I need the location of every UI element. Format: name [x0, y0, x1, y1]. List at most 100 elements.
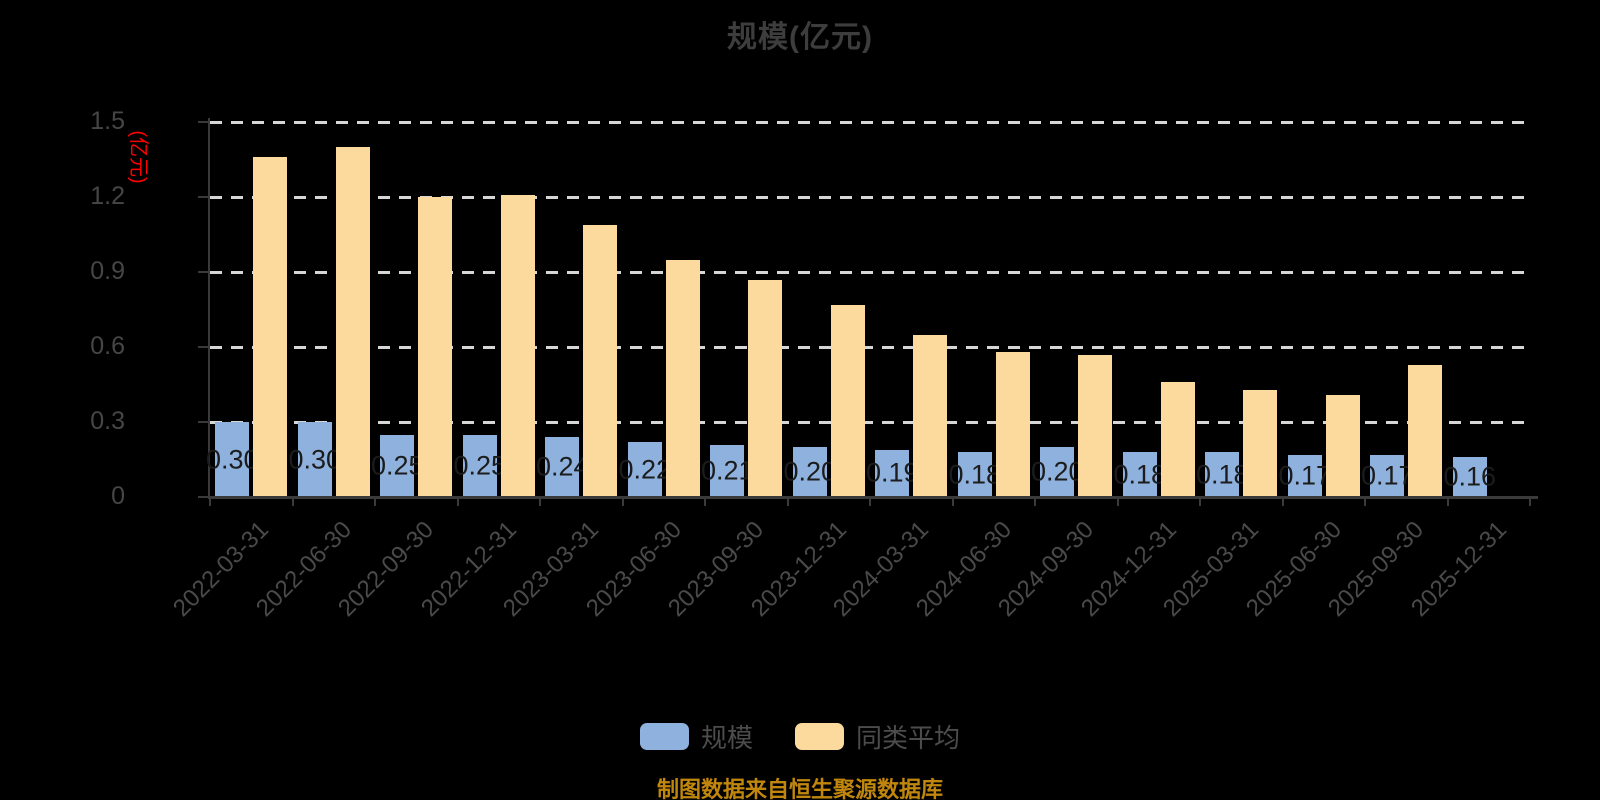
y-tick-mark [198, 496, 210, 498]
scale-bar-value-label: 0.25 [370, 450, 424, 481]
scale-bar: 0.18 [1113, 452, 1166, 497]
peer-average-bar [1325, 394, 1360, 497]
scale-bar: 0.20 [1031, 447, 1084, 497]
scale-bar: 0.25 [453, 434, 506, 497]
gridline-0.6 [210, 346, 1530, 349]
scale-bar: 0.18 [948, 452, 1001, 497]
plot-area: 0 0.3 0.6 0.9 1.2 1.5 0.30 0.30 0.25 0.25 0.24 0.2… [90, 109, 1538, 622]
x-tick-mark [1281, 497, 1284, 506]
scale-bar: 0.17 [1278, 454, 1331, 497]
scale-bar-value-label: 0.25 [453, 450, 507, 481]
peer-average-bar [418, 197, 453, 497]
x-tick-mark [1034, 497, 1036, 506]
bars-layer: 0.30 0.30 0.25 0.25 0.24 0.22 0.21 0.20 0.19 0.18… [206, 122, 1530, 497]
y-tick-mark [198, 346, 210, 348]
legend-item-规模[interactable]: 规模 [639, 718, 753, 755]
scale-bar: 0.21 [701, 444, 754, 497]
scale-bar-value-label: 0.20 [1030, 456, 1084, 487]
legend-label: 规模 [700, 723, 753, 753]
gridline-1.5 [210, 121, 1530, 124]
peer-average-bar [913, 334, 948, 497]
y-tick-label: 0.3 [90, 407, 125, 435]
x-tick-mark [209, 497, 211, 506]
category-2024-03-31: 0.19 [866, 122, 953, 497]
peer-average-bar [830, 304, 865, 497]
gridline-1.2 [210, 196, 1530, 199]
scale-bar-value-label: 0.18 [1195, 459, 1249, 489]
peer-average-bar [335, 147, 370, 497]
peer-average-bar [1243, 389, 1278, 497]
x-tick-mark [621, 497, 624, 506]
scale-bar-value-label: 0.22 [618, 454, 672, 484]
scale-bar: 0.17 [1361, 454, 1414, 497]
peer-average-bar [748, 279, 783, 497]
category-2025-09-30: 0.17 [1361, 122, 1448, 497]
x-tick-mark [951, 497, 954, 506]
category-2023-03-31: 0.24 [536, 122, 623, 497]
y-axis-line [208, 118, 210, 499]
scale-bar: 0.16 [1443, 457, 1496, 497]
peer-average-bar [1078, 354, 1113, 497]
y-tick-mark [198, 121, 210, 123]
y-tick-label: 1.5 [90, 107, 125, 135]
scale-bar-value-label: 0.24 [535, 451, 589, 482]
scale-bar-value-label: 0.30 [205, 444, 259, 474]
category-2025-06-30: 0.17 [1278, 122, 1366, 497]
gridline-0.9 [210, 271, 1530, 274]
y-tick-mark [198, 196, 210, 198]
category-2023-09-30: 0.21 [701, 122, 788, 497]
category-2024-09-30: 0.20 [1031, 122, 1118, 497]
scale-bar-value-label: 0.18 [1113, 459, 1167, 489]
x-tick-mark [1364, 497, 1366, 506]
legend-swatch [795, 723, 844, 750]
scale-bar-value-label: 0.19 [865, 457, 919, 488]
scale-bar-value-label: 0.17 [1278, 460, 1332, 491]
chart-title: 规模(亿元) [727, 21, 873, 54]
scale-bar: 0.30 [206, 422, 259, 497]
y-tick-label: 0 [111, 482, 125, 510]
scale-bar-value-label: 0.20 [783, 456, 837, 487]
scale-bar-value-label: 0.16 [1443, 461, 1497, 492]
scale-bar: 0.18 [1196, 452, 1249, 497]
scale-bar-value-label: 0.21 [700, 455, 754, 486]
x-tick-mark [456, 497, 459, 506]
x-tick-mark [1199, 497, 1201, 506]
y-axis-unit-label: (亿元) [127, 130, 149, 184]
category-2022-12-31: 0.25 [453, 122, 541, 497]
legend: 规模 同类平均 [0, 718, 1600, 755]
x-tick-mark [786, 497, 789, 506]
scale-bar: 0.24 [536, 437, 589, 497]
x-tick-mark [1116, 497, 1119, 506]
peer-average-bar [500, 194, 535, 497]
x-tick-mark [374, 497, 376, 506]
x-tick-mark [869, 497, 871, 506]
category-2022-09-30: 0.25 [371, 122, 458, 497]
peer-average-bar [995, 352, 1030, 497]
scale-bar: 0.25 [371, 434, 424, 497]
peer-average-bar [1408, 364, 1443, 497]
peer-average-bar [583, 224, 618, 497]
x-tick-mark [291, 497, 294, 506]
y-tick-mark [198, 421, 210, 423]
x-tick-mark [704, 497, 706, 506]
scale-bar: 0.19 [866, 449, 919, 497]
x-tick-mark [1529, 497, 1531, 506]
y-tick-mark [198, 271, 210, 273]
peer-average-bar [1160, 382, 1195, 497]
scale-bar: 0.30 [288, 422, 341, 497]
category-2024-12-31: 0.18 [1113, 122, 1201, 497]
category-2025-03-31: 0.18 [1196, 122, 1283, 497]
gridline-0.3 [210, 421, 1530, 424]
data-source-caption: 制图数据来自恒生聚源数据库 [656, 777, 943, 800]
x-axis-line [208, 496, 1538, 499]
y-tick-label: 0.9 [90, 257, 125, 285]
legend-item-同类平均[interactable]: 同类平均 [795, 718, 960, 755]
x-tick-mark [539, 497, 541, 506]
x-tick-mark [1446, 497, 1449, 506]
scale-bar-value-label: 0.18 [948, 459, 1002, 489]
scale-bar: 0.20 [783, 447, 836, 497]
peer-average-bar [665, 259, 700, 497]
category-2023-06-30: 0.22 [618, 122, 706, 497]
peer-average-bar [253, 157, 288, 497]
